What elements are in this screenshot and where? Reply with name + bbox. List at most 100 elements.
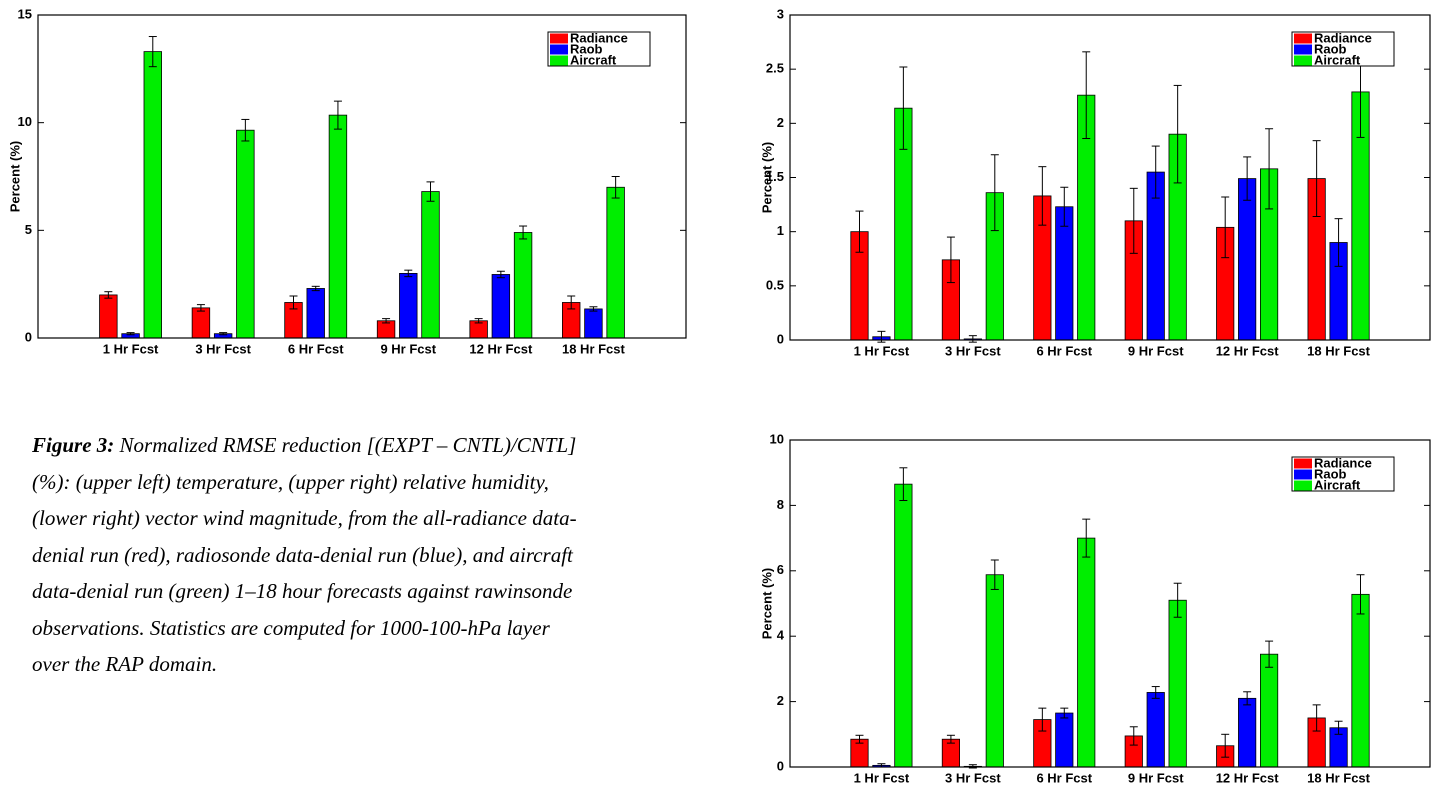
bar: [1238, 178, 1257, 341]
caption-line: observations. Statistics are computed fo…: [32, 615, 550, 640]
bar: [491, 274, 511, 339]
error-bar: [855, 210, 864, 253]
y-tick-label: 3: [777, 6, 784, 21]
caption-line: (lower right) vector wind magnitude, fro…: [32, 506, 577, 530]
plot-frame: [789, 439, 1431, 768]
error-bar: [589, 306, 598, 312]
error-bar: [519, 225, 528, 240]
error-bar: [1060, 707, 1069, 719]
error-bar: [855, 734, 864, 744]
error-bar: [426, 181, 435, 202]
error-bar: [474, 318, 483, 324]
y-axis-label: Percent (%): [7, 141, 22, 213]
error-bar: [1243, 156, 1252, 201]
error-bar: [990, 154, 999, 232]
bar: [1238, 697, 1257, 768]
error-bar: [1265, 640, 1274, 668]
y-axis-label: Percent (%): [759, 142, 774, 214]
caption-line: (%): (upper left) temperature, (upper ri…: [32, 469, 549, 494]
y-tick-label: 0: [777, 331, 784, 346]
error-bar: [990, 559, 999, 590]
x-tick-label: 12 Hr Fcst: [469, 341, 533, 356]
error-bar: [1082, 51, 1091, 139]
legend-swatch: [1294, 480, 1312, 491]
x-tick-label: 3 Hr Fcst: [945, 770, 1001, 785]
y-tick-label: 0.5: [766, 277, 784, 292]
legend-label: Aircraft: [1314, 52, 1361, 67]
error-bar: [1173, 84, 1182, 184]
error-bar: [1129, 187, 1138, 254]
error-bar: [1082, 518, 1091, 558]
error-bar: [1221, 196, 1230, 259]
x-tick-label: 6 Hr Fcst: [1036, 343, 1092, 358]
bar: [99, 294, 118, 339]
bar: [399, 272, 418, 339]
y-tick-label: 2: [777, 115, 784, 130]
bar: [1146, 692, 1165, 768]
y-tick-label: 8: [777, 497, 784, 512]
bar: [513, 232, 533, 339]
caption: Figure 3: Normalized RMSE reduction [(EX…: [32, 427, 722, 683]
legend-swatch: [550, 33, 568, 44]
bar: [421, 191, 440, 339]
caption-line: denial run (red), radiosonde data-denial…: [32, 542, 573, 567]
x-tick-label: 1 Hr Fcst: [854, 343, 910, 358]
legend-label: Radiance: [1314, 30, 1372, 45]
y-tick-label: 2.5: [766, 61, 784, 76]
error-bar: [1265, 128, 1274, 210]
bar: [328, 114, 348, 339]
x-tick-label: 9 Hr Fcst: [380, 341, 436, 356]
x-tick-label: 12 Hr Fcst: [1216, 343, 1280, 358]
bar: [1351, 593, 1370, 768]
y-tick-label: 0: [25, 329, 32, 344]
bar: [191, 307, 211, 339]
y-tick-label: 1.5: [766, 169, 784, 184]
error-bar: [311, 285, 320, 292]
error-bar: [899, 467, 908, 501]
error-bar: [1038, 166, 1047, 226]
legend-swatch: [1294, 33, 1312, 44]
error-bar: [104, 291, 113, 299]
error-bar: [946, 236, 955, 284]
bar: [606, 186, 625, 339]
x-tick-label: 18 Hr Fcst: [1307, 343, 1371, 358]
y-tick-label: 1: [777, 223, 784, 238]
y-tick-label: 0: [777, 758, 784, 773]
bar: [236, 129, 255, 339]
bar: [1077, 537, 1096, 768]
legend-swatch: [1294, 469, 1312, 480]
plot-frame: [37, 14, 687, 339]
error-bar: [1243, 691, 1252, 706]
error-bar: [241, 118, 250, 142]
x-tick-label: 18 Hr Fcst: [1307, 770, 1371, 785]
x-tick-label: 9 Hr Fcst: [1128, 343, 1184, 358]
y-tick-label: 10: [18, 114, 32, 129]
legend-swatch: [1294, 55, 1312, 66]
x-tick-label: 12 Hr Fcst: [1216, 770, 1280, 785]
legend-label: Radiance: [1314, 455, 1372, 470]
bar: [584, 308, 603, 339]
caption-line: Figure 3: Normalized RMSE reduction [(EX…: [32, 427, 722, 464]
error-bar: [289, 295, 298, 310]
y-tick-label: 15: [18, 6, 32, 21]
x-tick-label: 18 Hr Fcst: [562, 341, 626, 356]
legend-label: Radiance: [570, 30, 628, 45]
error-bar: [196, 304, 205, 312]
bar: [1168, 599, 1187, 768]
legend-swatch: [1294, 458, 1312, 469]
error-bar: [496, 270, 505, 279]
plot-frame: [789, 14, 1431, 341]
x-tick-label: 1 Hr Fcst: [103, 341, 159, 356]
legend-label: Raob: [1314, 466, 1347, 481]
legend-label: Aircraft: [1314, 477, 1361, 492]
legend-swatch: [550, 55, 568, 66]
error-bar: [126, 332, 135, 336]
x-tick-label: 9 Hr Fcst: [1128, 770, 1184, 785]
error-bar: [1173, 582, 1182, 618]
error-bar: [1151, 145, 1160, 199]
error-bar: [1334, 218, 1343, 267]
error-bar: [1312, 704, 1321, 732]
y-tick-label: 5: [25, 222, 32, 237]
y-tick-label: 10: [770, 431, 784, 446]
